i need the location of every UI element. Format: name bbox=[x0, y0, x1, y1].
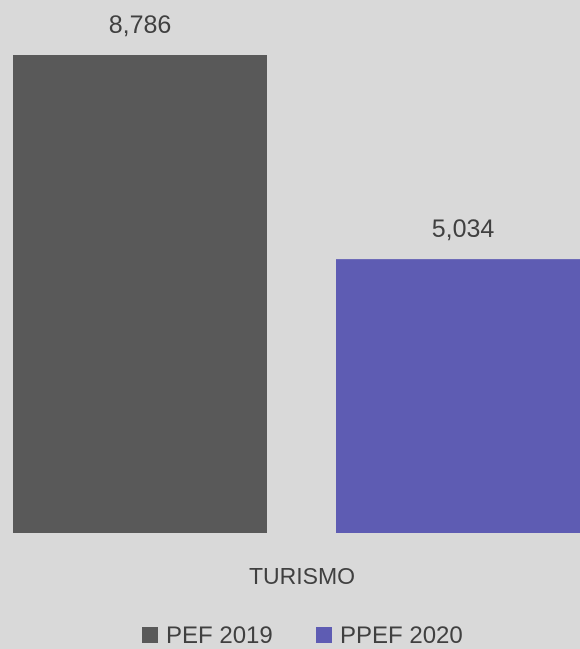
category-label: TURISMO bbox=[249, 563, 355, 589]
bar-pef-2019 bbox=[13, 55, 267, 533]
legend-label-ppef-2020: PPEF 2020 bbox=[340, 622, 463, 649]
legend-swatch-ppef-2020 bbox=[316, 627, 332, 643]
legend: PEF 2019 PPEF 2020 bbox=[142, 622, 463, 649]
legend-swatch-pef-2019 bbox=[142, 627, 158, 643]
legend-label-pef-2019: PEF 2019 bbox=[166, 622, 273, 649]
bar-ppef-2020 bbox=[336, 259, 580, 533]
value-labels-group: 8,786 5,034 bbox=[109, 11, 495, 243]
value-label-ppef-2020: 5,034 bbox=[432, 215, 495, 243]
bars-group bbox=[13, 55, 580, 533]
value-label-pef-2019: 8,786 bbox=[109, 11, 172, 39]
